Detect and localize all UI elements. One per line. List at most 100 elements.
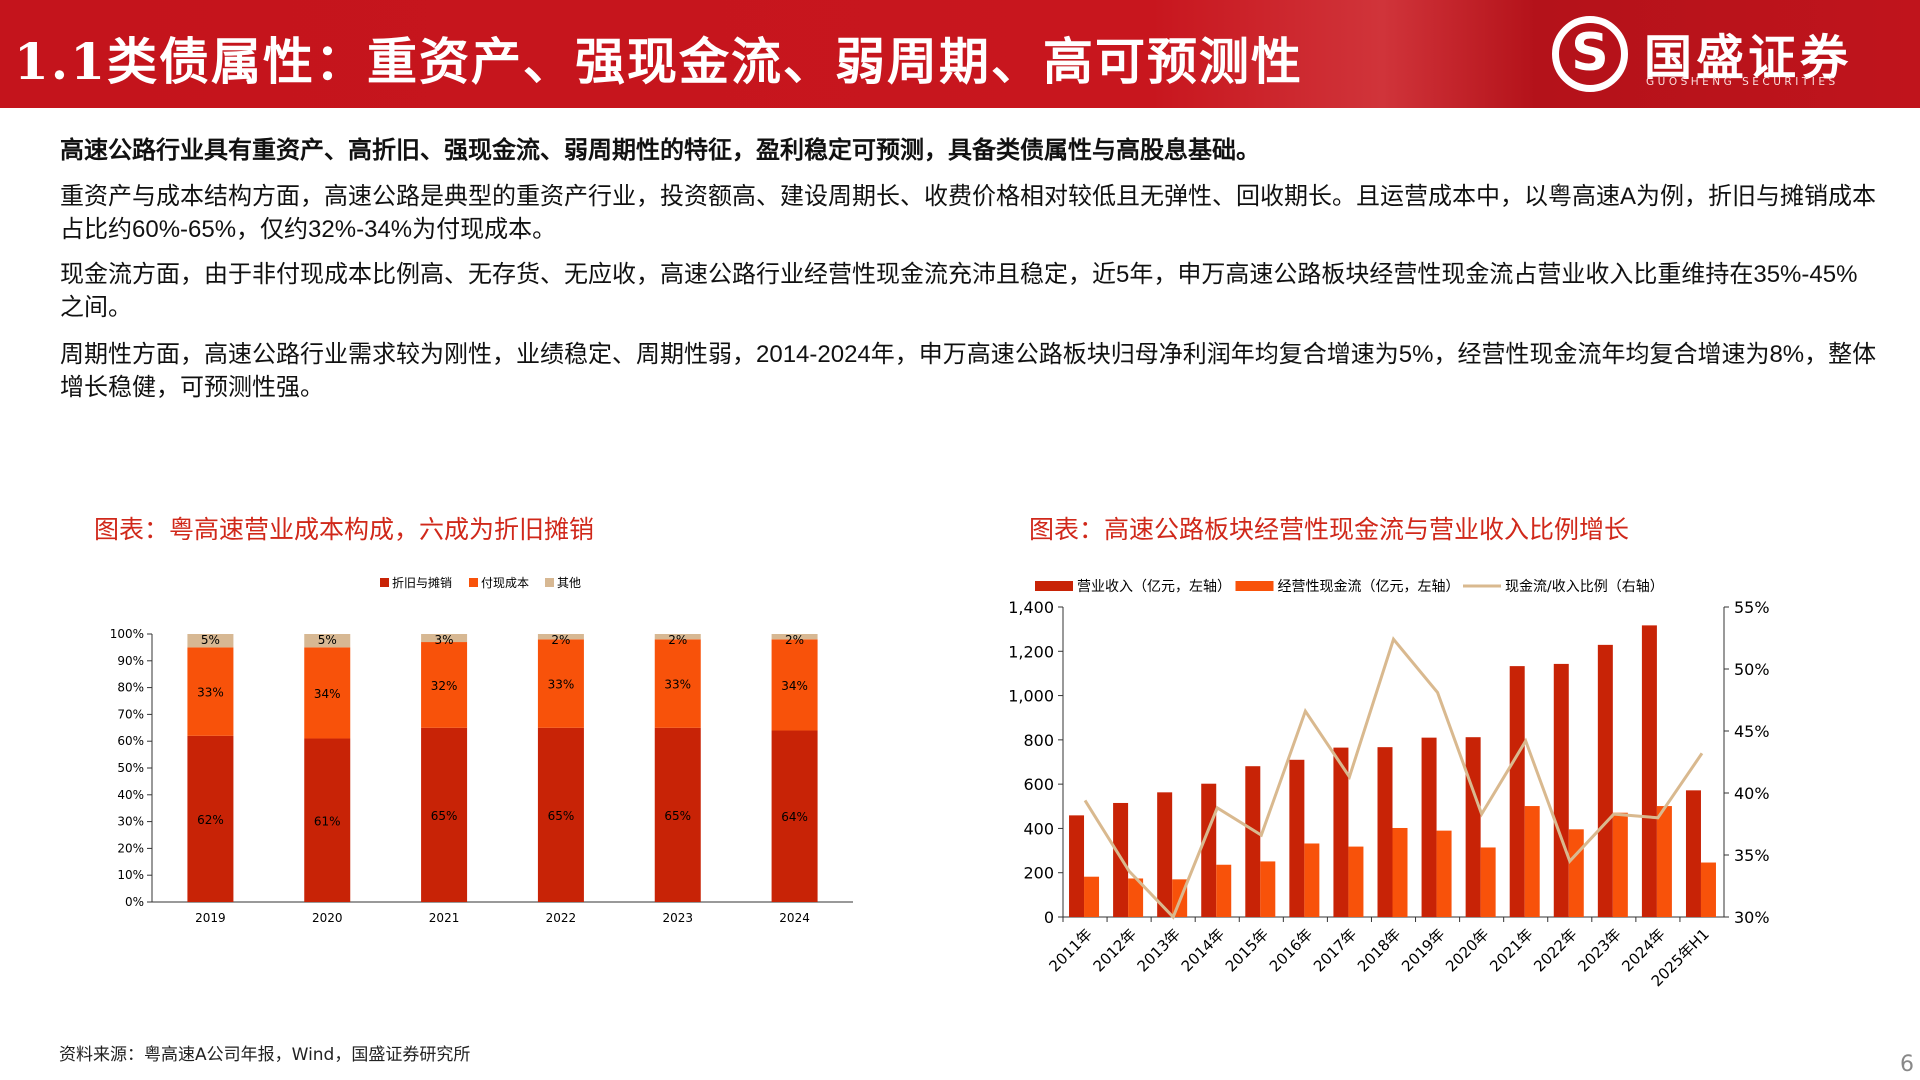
legend-label: 其他 (557, 576, 581, 590)
revenue-bar (1641, 625, 1657, 917)
paragraph-cyclicality: 周期性方面，高速公路行业需求较为刚性，业绩稳定、周期性弱，2014-2024年，… (60, 341, 1877, 401)
bar-segment-2 (537, 634, 584, 640)
y-tick-label: 80% (117, 681, 144, 695)
legend-label: 折旧与摊销 (392, 575, 452, 590)
data-label: 2% (785, 633, 804, 647)
y-tick-label: 50% (117, 761, 144, 775)
right-tick-label: 30% (1734, 908, 1770, 927)
x-tick-label: 2019 (195, 911, 226, 925)
bar-segment-0 (304, 738, 351, 902)
bar-segment-0 (771, 730, 818, 902)
legend-label: 付现成本 (481, 576, 529, 590)
y-tick-label: 30% (117, 815, 144, 829)
page-number: 6 (1900, 1052, 1914, 1077)
cashflow-bar (1612, 812, 1628, 917)
right-tick-label: 45% (1734, 722, 1770, 741)
data-label: 64% (781, 810, 808, 824)
cashflow-bar (1348, 846, 1364, 917)
revenue-bar (1685, 790, 1701, 917)
x-tick-label: 2014年 (1178, 925, 1228, 975)
bar-segment-1 (771, 639, 818, 731)
data-label: 32% (431, 679, 458, 693)
logo-ring-icon (1552, 16, 1628, 92)
legend-swatch (545, 578, 554, 587)
header-banner: 1.1类债属性：重资产、强现金流、弱周期、高可预测性 S 国盛证券 GUOSHE… (0, 0, 1920, 108)
right-chart-title: 图表：高速公路板块经营性现金流与营业收入比例增长 (1029, 515, 1630, 544)
left-tick-label: 1,000 (1008, 687, 1054, 706)
revenue-bar (1069, 815, 1085, 917)
bar-segment-1 (654, 639, 701, 728)
legend-swatch (380, 578, 389, 587)
logo-text: 国盛证券 (1644, 30, 1853, 86)
x-tick-label: 2015年 (1222, 925, 1272, 975)
bar-segment-0 (654, 727, 701, 902)
data-label: 2% (668, 633, 687, 647)
cashflow-bar (1128, 878, 1144, 917)
bar-segment-1 (304, 647, 351, 739)
cashflow-bar (1084, 876, 1100, 917)
data-label: 61% (314, 814, 341, 828)
revenue-bar (1597, 644, 1613, 917)
data-label: 33% (197, 686, 224, 700)
x-tick-label: 2020 (312, 911, 343, 925)
bar-segment-1 (537, 639, 584, 728)
cashflow-bar (1392, 827, 1408, 917)
x-tick-label: 2018年 (1354, 925, 1404, 975)
right-tick-label: 50% (1734, 660, 1770, 679)
bar-segment-1 (421, 642, 468, 728)
data-label: 33% (548, 678, 575, 692)
y-tick-label: 40% (117, 788, 144, 802)
y-tick-label: 10% (117, 868, 144, 882)
x-tick-label: 2022年 (1530, 925, 1580, 975)
bar-segment-1 (187, 647, 234, 736)
data-label: 34% (781, 679, 808, 693)
data-label: 65% (431, 809, 458, 823)
left-tick-label: 800 (1023, 731, 1054, 750)
x-tick-label: 2021年 (1486, 925, 1536, 975)
bar-segment-2 (654, 634, 701, 640)
bar-segment-0 (187, 735, 234, 902)
legend-label: 营业收入（亿元，左轴） (1077, 579, 1231, 595)
y-tick-label: 20% (117, 841, 144, 855)
x-tick-label: 2022 (546, 911, 577, 925)
x-tick-label: 2016年 (1266, 925, 1316, 975)
cashflow-bar (1260, 861, 1276, 917)
cashflow-revenue-chart: 0 200 400 600 800 1,000 1,200 1,400 30% 35% 40% 45%… (1008, 579, 1770, 990)
left-chart-title: 图表：粤高速营业成本构成，六成为折旧摊销 (94, 515, 595, 544)
cashflow-bar (1304, 843, 1320, 917)
x-tick-label: 2012年 (1090, 925, 1140, 975)
data-label: 2% (551, 633, 570, 647)
cashflow-bar (1216, 864, 1232, 917)
right-tick-label: 35% (1734, 846, 1770, 865)
legend-label: 现金流/收入比例（右轴） (1505, 579, 1664, 595)
cashflow-bar (1436, 830, 1452, 917)
cashflow-bar (1700, 862, 1716, 917)
data-label: 65% (664, 809, 691, 823)
x-tick-label: 2021 (429, 911, 460, 925)
cashflow-bar (1568, 829, 1584, 917)
logo-subtext: GUOSHENG SECURITIES (1646, 76, 1839, 88)
legend-label: 经营性现金流（亿元，左轴） (1278, 579, 1460, 595)
x-tick-label: 2011年 (1046, 925, 1096, 975)
x-tick-label: 2019年 (1398, 925, 1448, 975)
revenue-bar (1333, 747, 1349, 917)
bar-segment-0 (421, 727, 468, 902)
revenue-bar (1201, 783, 1217, 917)
y-tick-label: 0% (125, 895, 144, 909)
data-label: 62% (197, 813, 224, 827)
logo-s-icon: S (1571, 23, 1609, 83)
data-label: 33% (664, 678, 691, 692)
legend-swatch (1235, 581, 1274, 591)
right-tick-label: 40% (1734, 784, 1770, 803)
cashflow-bar (1524, 806, 1540, 917)
cost-structure-chart: 0% 10% 20% 30% 40% 50% 60% 70% 80% 90% 100% 2019 62%… (110, 575, 853, 925)
left-tick-label: 400 (1023, 819, 1054, 838)
y-tick-label: 60% (117, 734, 144, 748)
y-tick-label: 90% (117, 654, 144, 668)
y-tick-label: 100% (110, 627, 144, 641)
bar-segment-2 (421, 634, 468, 643)
revenue-bar (1157, 792, 1173, 917)
left-tick-label: 1,200 (1008, 642, 1054, 661)
paragraph-asset-structure: 重资产与成本结构方面，高速公路是典型的重资产行业，投资额高、建设周期长、收费价格… (60, 183, 1877, 243)
guosheng-logo: S 国盛证券 GUOSHENG SECURITIES (1552, 14, 1892, 94)
